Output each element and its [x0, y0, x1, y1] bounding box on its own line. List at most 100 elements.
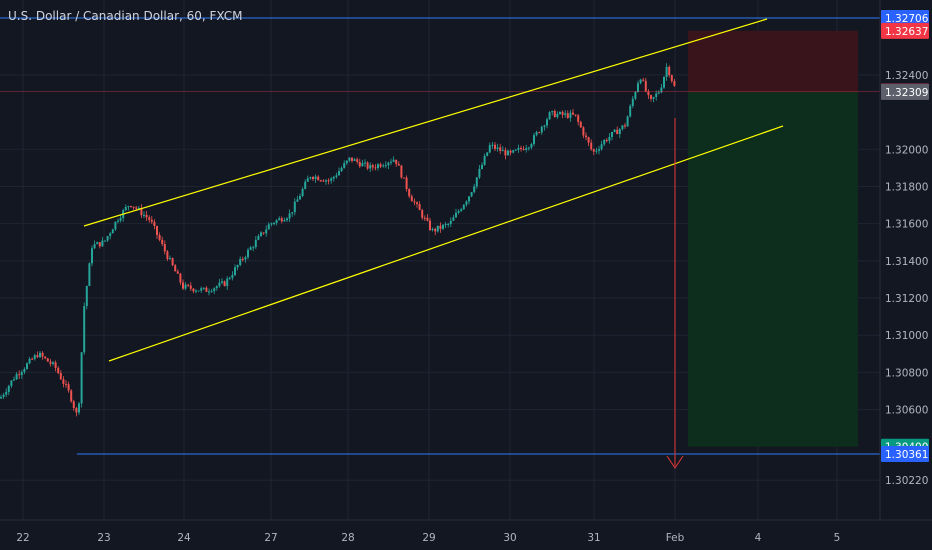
- candle-body: [208, 291, 210, 293]
- candle-body: [361, 163, 364, 167]
- candle-body: [49, 361, 52, 364]
- candle-body: [382, 165, 385, 167]
- candle-body: [538, 132, 541, 134]
- candle-body: [202, 287, 205, 289]
- take-profit-zone: [688, 91, 858, 447]
- candle-body: [553, 111, 556, 118]
- candle-body: [13, 379, 15, 381]
- candle-body: [639, 79, 642, 84]
- candle-body: [527, 147, 530, 149]
- candle-body: [143, 214, 145, 216]
- candle-body: [325, 180, 327, 182]
- candle-body: [540, 126, 543, 133]
- candle-body: [5, 391, 8, 395]
- candle-body: [299, 196, 301, 200]
- candle-body: [460, 209, 463, 212]
- price-tick-label: 1.32000: [885, 144, 928, 156]
- candle-body: [582, 127, 585, 136]
- candle-body: [140, 207, 143, 216]
- candle-body: [262, 232, 265, 234]
- price-tick-label: 1.31400: [885, 256, 928, 268]
- candle-body: [23, 369, 26, 372]
- candle-body: [408, 189, 411, 197]
- candle-body: [228, 277, 231, 279]
- candle-body: [189, 285, 192, 289]
- candle-body: [62, 379, 65, 384]
- candle-body: [577, 115, 580, 122]
- candle-body: [663, 76, 665, 88]
- candle-body: [556, 113, 559, 118]
- candle-body: [70, 390, 73, 402]
- candle-body: [494, 144, 496, 149]
- candle-body: [439, 225, 442, 229]
- candle-body: [400, 165, 403, 178]
- time-tick-label: 27: [264, 532, 277, 544]
- candle-body: [293, 201, 296, 213]
- candle-body: [647, 91, 650, 96]
- candle-body: [101, 240, 104, 247]
- candle-body: [91, 248, 93, 264]
- candle-body: [327, 180, 330, 182]
- price-tick-label: 1.30800: [885, 367, 928, 379]
- candle-body: [36, 355, 39, 358]
- candle-body: [314, 176, 317, 180]
- candle-body: [309, 177, 312, 179]
- candle-body: [468, 196, 470, 202]
- candle-body: [130, 206, 132, 208]
- candle-body: [418, 204, 421, 211]
- candle-body: [319, 180, 322, 182]
- candle-body: [486, 152, 489, 156]
- candle-body: [660, 87, 663, 93]
- candle-body: [137, 207, 140, 209]
- candle-body: [247, 249, 249, 258]
- candle-body: [616, 129, 619, 135]
- candle-body: [465, 201, 468, 205]
- candle-body: [387, 162, 390, 166]
- price-axis-bg: [880, 0, 932, 550]
- candle-body: [559, 111, 561, 114]
- candle-body: [481, 164, 483, 169]
- candle-body: [631, 98, 634, 106]
- candle-body: [491, 144, 494, 146]
- candle-body: [522, 148, 525, 150]
- candle-body: [275, 220, 278, 224]
- position-zones: [688, 30, 858, 447]
- candle-body: [114, 221, 117, 230]
- candlestick-series: [0, 63, 676, 417]
- candle-body: [213, 288, 216, 292]
- candle-body: [364, 162, 366, 164]
- candle-body: [650, 95, 652, 99]
- candle-body: [598, 149, 600, 151]
- candle-body: [192, 288, 195, 292]
- candle-body: [351, 157, 353, 161]
- candle-body: [59, 373, 62, 380]
- candle-body: [603, 140, 606, 145]
- price-tag-last-price: [881, 83, 929, 100]
- candle-body: [28, 358, 31, 364]
- candle-body: [249, 247, 252, 250]
- candle-body: [106, 236, 109, 241]
- candle-body: [117, 220, 119, 222]
- candle-body: [434, 228, 437, 232]
- price-tag-text: 1.32309: [885, 87, 928, 99]
- candle-body: [595, 150, 598, 152]
- candle-body: [161, 239, 164, 244]
- time-tick-label: Feb: [666, 532, 685, 544]
- price-tag-text: 1.32706: [885, 13, 929, 25]
- candle-body: [54, 362, 57, 368]
- channel-upper-line: [83, 18, 768, 227]
- candle-body: [405, 177, 408, 190]
- candle-body: [665, 66, 668, 77]
- candle-body: [670, 75, 673, 82]
- candle-body: [169, 258, 171, 260]
- price-tick-label: 1.31000: [885, 330, 928, 342]
- price-tag-stop-loss: [881, 22, 929, 39]
- candle-body: [611, 131, 613, 137]
- candle-body: [104, 240, 106, 242]
- candle-body: [530, 144, 533, 148]
- candle-body: [462, 204, 465, 210]
- candle-body: [353, 159, 356, 161]
- price-tag-text: 1.30361: [885, 449, 928, 461]
- candle-body: [384, 165, 387, 167]
